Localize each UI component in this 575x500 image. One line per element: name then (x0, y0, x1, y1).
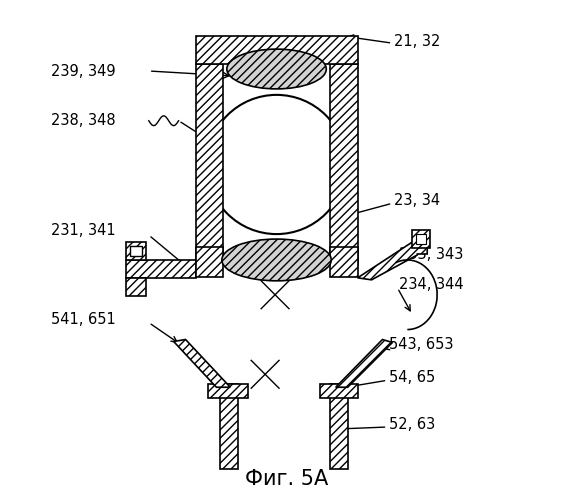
Bar (126, 278, 146, 295)
Text: 231, 341: 231, 341 (51, 222, 116, 238)
Circle shape (207, 95, 346, 234)
Bar (196, 247, 223, 277)
Text: 52, 63: 52, 63 (389, 416, 436, 432)
Bar (220, 384, 238, 469)
Text: Фиг. 5А: Фиг. 5А (246, 468, 329, 488)
Text: 54, 65: 54, 65 (389, 370, 436, 385)
Bar (412, 230, 430, 248)
Polygon shape (358, 242, 427, 280)
Text: 21, 32: 21, 32 (394, 34, 441, 48)
Bar (130, 246, 142, 256)
Bar (126, 242, 146, 260)
Bar (209, 384, 248, 398)
Ellipse shape (227, 49, 326, 89)
Bar (320, 384, 358, 398)
Bar (196, 64, 223, 265)
Text: 23, 34: 23, 34 (394, 193, 440, 208)
Bar (330, 64, 358, 265)
Bar (126, 260, 196, 278)
Bar (330, 247, 358, 277)
Polygon shape (174, 340, 231, 387)
Ellipse shape (222, 239, 331, 281)
Text: 238, 348: 238, 348 (51, 113, 116, 128)
Text: 239, 349: 239, 349 (51, 64, 116, 78)
Polygon shape (336, 340, 392, 387)
Bar (416, 234, 426, 244)
Bar (330, 384, 348, 469)
Bar (196, 36, 358, 64)
Text: 234, 344: 234, 344 (400, 278, 464, 292)
Text: 541, 651: 541, 651 (51, 312, 116, 327)
Text: 233, 343: 233, 343 (400, 248, 464, 262)
Text: 543, 653: 543, 653 (389, 337, 454, 352)
